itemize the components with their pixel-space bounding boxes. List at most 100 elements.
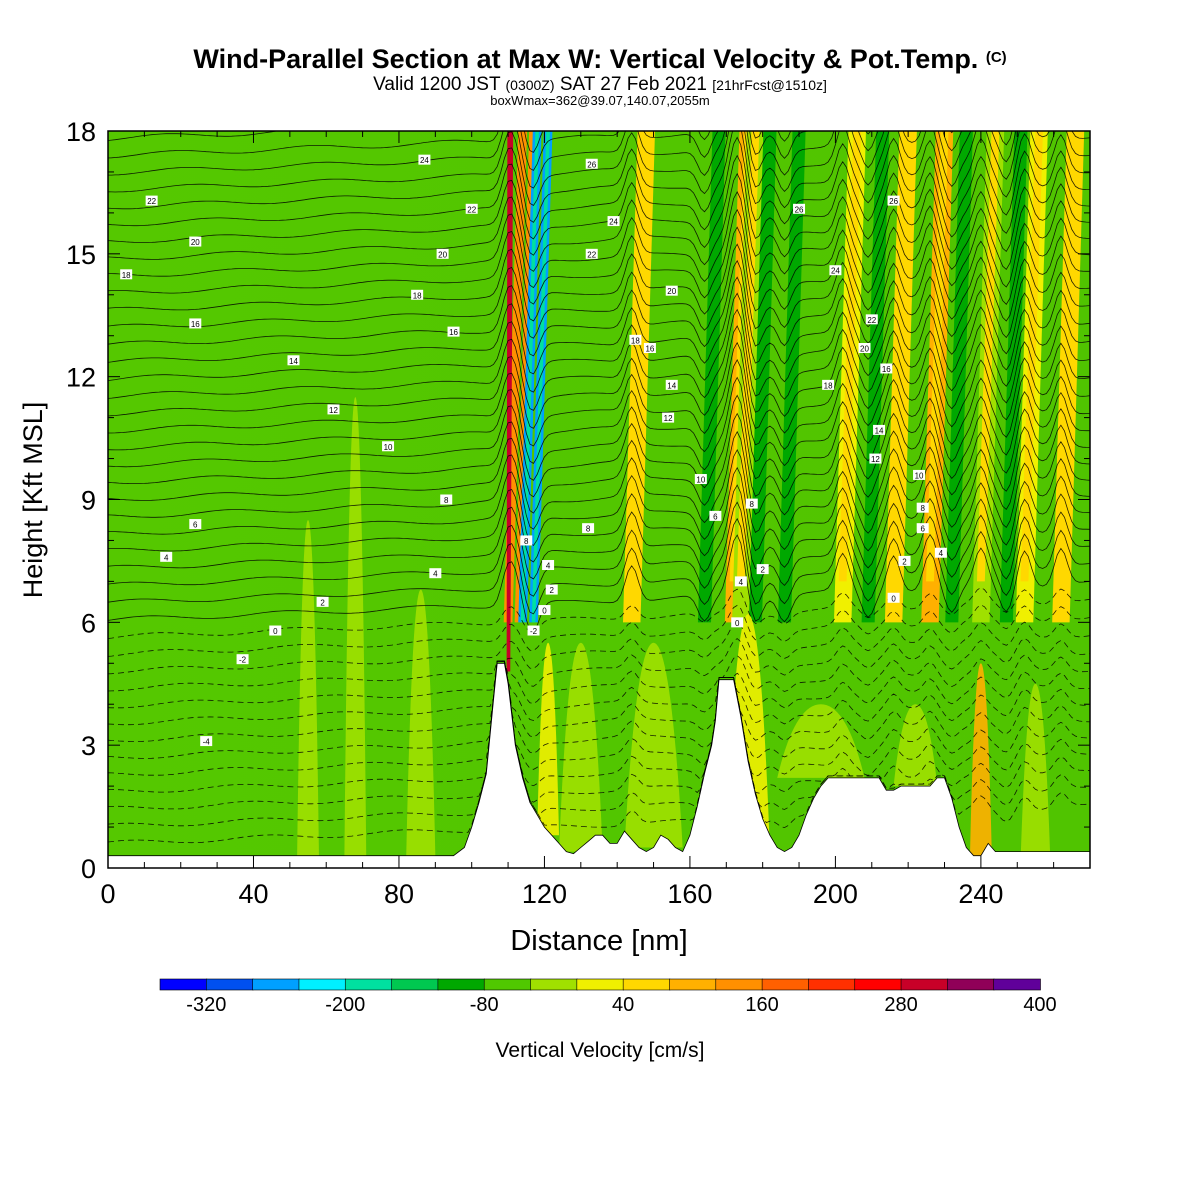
theta-label-text: 16 [191,320,200,329]
colorbar-tick-label: -80 [470,994,499,1016]
theta-label-text: 20 [667,287,676,296]
downdraft-band [861,131,890,623]
theta-label-text: 22 [867,316,876,325]
theta-contour [108,341,1090,447]
updraft-core [926,131,949,582]
theta-label: 24 [829,265,842,276]
theta-label: 14 [873,424,886,435]
theta-contour [108,376,1090,481]
theta-label-bg [756,564,769,575]
theta-label: -2 [527,625,540,636]
theta-label-bg [145,195,158,206]
theta-label: 0 [887,592,900,603]
theta-label-bg [585,158,598,169]
colorbar-swatch [854,978,902,991]
theta-contour [108,654,1090,709]
theta-label-bg [520,535,533,546]
theta-contour [108,308,1090,411]
theta-label-text: 4 [164,553,169,562]
theta-label: 0 [731,617,744,628]
theta-label: 20 [858,343,871,354]
downdraft-band [777,131,806,623]
theta-label-bg [418,154,431,165]
theta-label: 4 [934,547,947,558]
colorbar-swatch [900,978,949,991]
theta-contour [108,430,1090,530]
colorbar-label: Vertical Velocity [cm/s] [496,1039,705,1062]
theta-label-bg [447,326,460,337]
theta-label-text: -4 [203,738,211,747]
theta-contour [108,131,954,153]
updraft-core [1056,131,1080,582]
downdraft-band [999,131,1028,623]
chart-title: Wind-Parallel Section at Max W: Vertical… [193,44,1007,74]
theta-label: 18 [120,269,133,280]
theta-label: 18 [822,379,835,390]
theta-label-bg [913,469,926,480]
x-tick-label: 80 [384,879,414,909]
theta-label-bg [873,424,886,435]
x-axis: 0 40 80 120 160 200 240 [100,131,1091,909]
theta-label: 18 [629,334,642,345]
updraft-blob [1020,683,1050,852]
theta-label-bg [585,248,598,259]
theta-label-bg [440,494,453,505]
x-tick-label: 160 [667,879,712,909]
colorbar-tick-label: 160 [745,994,778,1016]
colorbar-swatch [159,978,208,991]
theta-label: 20 [189,236,202,247]
theta-label: 8 [916,502,929,513]
theta-label: 10 [382,441,395,452]
downdraft-band [697,131,726,623]
y-axis-label: Height [Kft MSL] [18,402,48,599]
theta-label-text: 22 [467,205,476,214]
theta-label-bg [527,625,540,636]
theta-label-bg [887,195,900,206]
theta-contour [108,136,1090,240]
theta-label-bg [916,502,929,513]
theta-label-bg [880,363,893,374]
theta-contour [108,501,1090,597]
theta-label-text: 26 [795,205,804,214]
theta-contour [108,226,1090,322]
theta-label-bg [545,584,558,595]
theta-label-text: 12 [329,406,338,415]
updraft-blob [558,642,603,852]
theta-contour [108,660,1090,742]
theta-contour [108,292,1090,393]
theta-contour [108,660,1090,759]
theta-label: -2 [236,654,249,665]
theta-label-text: 10 [384,443,393,452]
theta-contour [108,660,1090,726]
theta-label: 2 [756,564,769,575]
theta-contour [108,660,1090,776]
theta-label: 20 [665,285,678,296]
theta-label-bg [582,523,595,534]
updraft-blob [344,397,367,856]
x-tick-label: 200 [813,879,858,909]
theta-label: 10 [913,469,926,480]
theta-label-bg [709,510,722,521]
y-tick-label: 3 [81,731,96,761]
theta-contour [108,604,1090,657]
theta-label: 20 [436,248,449,259]
theta-label-text: 14 [289,357,298,366]
theta-label: 4 [429,568,442,579]
theta-label: 12 [662,412,675,423]
theta-label: 18 [411,289,424,300]
colorbar-swatch [391,978,439,991]
theta-label-text: 18 [631,336,640,345]
theta-label: 2 [898,555,911,566]
terrain-profile [108,662,1090,868]
y-tick-label: 0 [81,854,96,884]
theta-label: 22 [865,314,878,325]
theta-label: -4 [200,736,213,747]
theta-label-bg [429,568,442,579]
theta-label-bg [236,654,249,665]
chart-title-unit: (C) [985,49,1007,66]
theta-label-text: 2 [902,557,907,566]
theta-label: 24 [418,154,431,165]
updraft-core [627,131,651,582]
theta-label-bg [120,269,133,280]
